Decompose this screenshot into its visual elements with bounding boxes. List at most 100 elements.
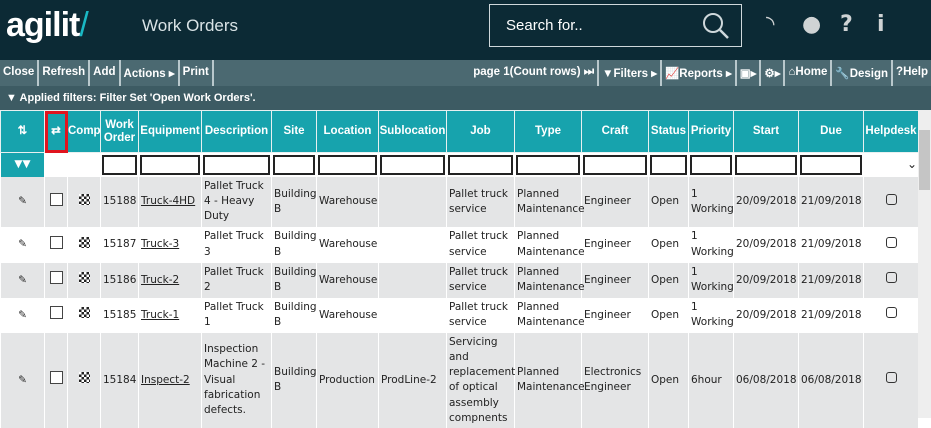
sublocation-cell [378, 226, 447, 263]
excel-button[interactable]: ▣▸ [737, 60, 762, 86]
column-header[interactable]: Due [798, 110, 864, 153]
edit-icon[interactable]: ✎ [0, 297, 45, 333]
filter-input[interactable] [448, 155, 513, 175]
page-count-button[interactable]: page 1(Count rows) ⏭ [470, 60, 600, 86]
type-cell: Planned Maintenance [514, 297, 585, 333]
comp-cell [67, 226, 101, 263]
filters-label: Filters ▸ [613, 68, 657, 80]
column-header[interactable]: Work Order [100, 110, 139, 153]
helpdesk-checkbox[interactable] [885, 193, 897, 205]
site-cell: Building B [271, 332, 317, 428]
column-filter-icon[interactable]: ▼▼ [0, 152, 45, 177]
close-button[interactable]: Close [0, 60, 40, 86]
table-row[interactable]: ✎ 15184 Inspect-2 Inspection Machine 2 - Vi… [0, 332, 919, 428]
filter-input[interactable] [650, 155, 687, 175]
table-row[interactable]: ✎ 15185 Truck-1 Pallet Truck 1 Building B War… [0, 297, 919, 333]
equipment-link[interactable]: Truck-4HD [141, 195, 196, 208]
helpdesk-cell [863, 226, 919, 263]
row-checkbox[interactable] [49, 235, 63, 249]
column-header[interactable]: Status [648, 110, 689, 153]
column-header[interactable]: Priority [688, 110, 734, 153]
reports-button[interactable]: 📈Reports ▸ [662, 60, 737, 86]
equipment-link[interactable]: Truck-3 [141, 238, 180, 251]
edit-icon[interactable]: ✎ [0, 332, 45, 428]
sort-toggle-icon[interactable]: ⇅ [0, 110, 45, 153]
equipment-link[interactable]: Truck-2 [141, 273, 180, 286]
column-header[interactable]: Description [201, 110, 272, 153]
filter-input[interactable] [203, 155, 270, 175]
filter-input[interactable] [273, 155, 315, 175]
select-cell [44, 177, 68, 227]
table-row[interactable]: ✎ 15188 Truck-4HD Pallet Truck 4 - Heavy Du… [0, 177, 919, 227]
description-cell: Inspection Machine 2 - Visual fabricatio… [201, 332, 272, 428]
equipment-link[interactable]: Truck-1 [141, 308, 180, 321]
logo[interactable]: agilit/ [6, 6, 89, 44]
helpdesk-filter-select[interactable]: ⌄ [863, 152, 919, 177]
rss-icon[interactable]: ◝ [766, 12, 775, 37]
design-button[interactable]: 🔧Design [832, 60, 894, 86]
column-header[interactable]: Site [271, 110, 317, 153]
filter-input[interactable] [380, 155, 445, 175]
scrollbar-thumb[interactable] [919, 130, 930, 190]
table-row[interactable]: ✎ 15186 Truck-2 Pallet Truck 2 Building B War… [0, 262, 919, 298]
column-header[interactable]: Job [446, 110, 515, 153]
filter-icon: ▼ [6, 92, 20, 104]
row-checkbox[interactable] [49, 192, 63, 206]
equipment-link[interactable]: Inspect-2 [141, 373, 190, 386]
helpdesk-cell [863, 297, 919, 333]
settings-button[interactable]: ⚙▸ [761, 60, 786, 86]
column-header[interactable]: Sublocation [378, 110, 447, 153]
refresh-columns-icon[interactable]: ⇄ [44, 110, 68, 153]
row-checkbox[interactable] [49, 306, 63, 320]
work-order-number: 15185 [100, 297, 139, 333]
info-icon[interactable]: i [877, 12, 885, 37]
helpdesk-checkbox[interactable] [885, 272, 897, 284]
column-header[interactable]: Equipment [138, 110, 202, 153]
checkered-flag-icon[interactable] [78, 272, 90, 284]
checkered-flag-icon[interactable] [78, 236, 90, 248]
row-checkbox[interactable] [49, 371, 63, 385]
filters-button[interactable]: ▼Filters ▸ [599, 60, 662, 86]
checkered-flag-icon[interactable] [78, 372, 90, 384]
print-button[interactable]: Print [180, 60, 214, 86]
vertical-scrollbar[interactable] [918, 110, 931, 418]
helpdesk-checkbox[interactable] [885, 307, 897, 319]
column-header[interactable]: Type [514, 110, 582, 153]
edit-icon[interactable]: ✎ [0, 177, 45, 227]
actions-button[interactable]: Actions ▸ [121, 60, 180, 86]
help-button[interactable]: ?Help [893, 60, 931, 86]
start-cell: 20/09/2018 [733, 297, 799, 333]
filter-input[interactable] [318, 155, 377, 175]
filter-input[interactable] [140, 155, 200, 175]
refresh-button[interactable]: Refresh [39, 60, 91, 86]
helpdesk-checkbox[interactable] [885, 372, 897, 384]
column-header[interactable]: Start [733, 110, 799, 153]
table-row[interactable]: ✎ 15187 Truck-3 Pallet Truck 3 Building B War… [0, 226, 919, 263]
home-button[interactable]: ⌂Home [785, 60, 833, 86]
filter-input[interactable] [800, 155, 862, 175]
search-icon[interactable] [701, 11, 731, 41]
filter-input[interactable] [690, 155, 732, 175]
helpdesk-checkbox[interactable] [885, 236, 897, 248]
column-header[interactable]: Comp [67, 110, 101, 153]
checkered-flag-icon[interactable] [78, 307, 90, 319]
sublocation-cell: ProdLine-2 [378, 332, 447, 428]
filter-input[interactable] [735, 155, 797, 175]
filter-input[interactable] [516, 155, 580, 175]
description-cell: Pallet Truck 4 - Heavy Duty [201, 177, 272, 227]
edit-icon[interactable]: ✎ [0, 226, 45, 263]
edit-icon[interactable]: ✎ [0, 262, 45, 298]
filter-input[interactable] [102, 155, 137, 175]
filter-input[interactable] [583, 155, 647, 175]
help-icon[interactable]: ? [840, 12, 853, 37]
column-header[interactable]: Helpdesk [863, 110, 919, 153]
helpdesk-cell [863, 177, 919, 227]
row-checkbox[interactable] [49, 271, 63, 285]
add-button[interactable]: Add [90, 60, 121, 86]
priority-cell: 1 Working [688, 226, 734, 263]
checkered-flag-icon[interactable] [78, 193, 90, 205]
column-header[interactable]: Craft [581, 110, 649, 153]
search-input[interactable]: Search for.. [489, 4, 742, 47]
column-header[interactable]: Location [316, 110, 379, 153]
globe-icon[interactable]: ● [802, 12, 822, 37]
